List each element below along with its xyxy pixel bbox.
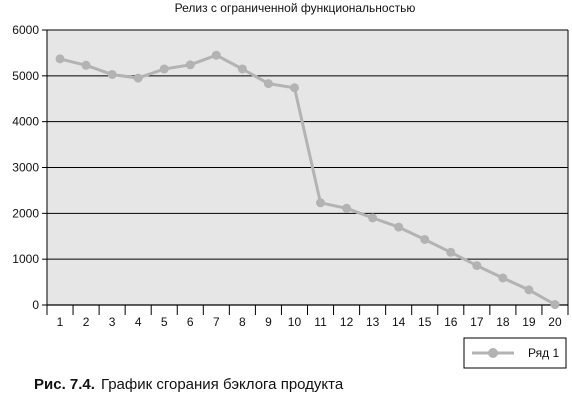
data-point [211, 50, 221, 60]
data-point [81, 60, 91, 70]
data-point [524, 285, 534, 295]
data-point [159, 64, 169, 74]
x-tick-label: 13 [366, 315, 380, 329]
data-point [420, 234, 430, 244]
x-tick-label: 20 [548, 315, 562, 329]
x-tick-label: 16 [444, 315, 458, 329]
y-tick-label: 6000 [12, 23, 39, 37]
data-point [107, 69, 117, 79]
x-tick-label: 17 [470, 315, 484, 329]
data-point [133, 73, 143, 83]
x-tick-label: 2 [83, 315, 90, 329]
y-tick-label: 4000 [12, 115, 39, 129]
figure-caption-text: График сгорания бэклога продукта [100, 376, 344, 393]
series-line [59, 53, 556, 306]
figure-number: Рис. 7.4. [34, 376, 95, 393]
data-point [263, 79, 273, 89]
x-tick-label: 3 [109, 315, 116, 329]
figure-caption: Рис. 7.4. График сгорания бэклога продукт… [34, 376, 343, 393]
chart-legend: Ряд 1 [463, 337, 567, 369]
data-point [368, 213, 378, 223]
data-point [316, 198, 326, 208]
x-tick-label: 6 [187, 315, 194, 329]
x-tick-label: 8 [239, 315, 246, 329]
data-point [237, 64, 247, 74]
y-tick-label: 1000 [12, 252, 39, 266]
data-point [55, 54, 65, 64]
x-tick-label: 1 [57, 315, 64, 329]
chart-title: Релиз с ограниченной функциональностью [175, 1, 416, 15]
legend-marker-sample [488, 348, 498, 358]
x-tick-label: 11 [314, 315, 327, 329]
data-point [394, 222, 404, 232]
x-tick-label: 14 [392, 315, 406, 329]
data-point [550, 300, 560, 310]
x-tick-label: 12 [340, 315, 354, 329]
data-point [185, 60, 195, 70]
legend-series-label: Ряд 1 [528, 346, 559, 360]
x-tick-label: 7 [213, 315, 220, 329]
y-tick-label: 5000 [12, 69, 39, 83]
y-tick-label: 3000 [12, 161, 39, 175]
x-tick-label: 18 [496, 315, 510, 329]
x-tick-label: 19 [522, 315, 536, 329]
y-tick-label: 0 [32, 298, 39, 312]
data-point [498, 273, 508, 283]
x-tick-label: 9 [265, 315, 272, 329]
data-point [472, 261, 482, 271]
x-tick-label: 10 [288, 315, 302, 329]
legend-box [463, 337, 567, 369]
x-tick-label: 4 [135, 315, 142, 329]
y-tick-label: 2000 [12, 206, 39, 220]
x-tick-label: 5 [161, 315, 168, 329]
data-point [289, 83, 299, 93]
x-tick-label: 15 [418, 315, 432, 329]
data-point [342, 203, 352, 213]
data-point [446, 247, 456, 257]
